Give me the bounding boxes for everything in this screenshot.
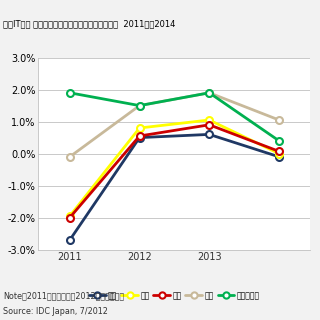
建設・資源	[207, 91, 211, 95]
流通	[207, 123, 211, 127]
Text: Note：2011年は実績値、2012年以降は予測: Note：2011年は実績値、2012年以降は予測	[3, 291, 124, 300]
Text: 国内IT市場 主要産業の前年比成長率の推移予測：  2011年～2014: 国内IT市場 主要産業の前年比成長率の推移予測： 2011年～2014	[3, 19, 176, 28]
金融	[138, 136, 141, 140]
製造	[207, 118, 211, 122]
製造	[277, 152, 281, 156]
医療	[207, 91, 211, 95]
金融	[277, 155, 281, 159]
金融	[207, 132, 211, 136]
医療	[277, 118, 281, 122]
Text: Source: IDC Japan, 7/2012: Source: IDC Japan, 7/2012	[3, 307, 108, 316]
Legend: 金融, 製造, 流通, 医療, 建設・資源: 金融, 製造, 流通, 医療, 建設・資源	[86, 288, 263, 303]
医療	[68, 155, 72, 159]
建設・資源	[277, 139, 281, 143]
流通	[68, 216, 72, 220]
金融	[68, 238, 72, 242]
流通	[277, 149, 281, 153]
製造	[68, 214, 72, 218]
Line: 製造: 製造	[66, 116, 283, 220]
流通	[138, 134, 141, 138]
製造	[138, 126, 141, 130]
Line: 医療: 医療	[66, 89, 283, 160]
Line: 建設・資源: 建設・資源	[66, 89, 283, 144]
Line: 金融: 金融	[66, 131, 283, 244]
建設・資源	[68, 91, 72, 95]
医療	[138, 104, 141, 108]
建設・資源	[138, 104, 141, 108]
Line: 流通: 流通	[66, 121, 283, 221]
